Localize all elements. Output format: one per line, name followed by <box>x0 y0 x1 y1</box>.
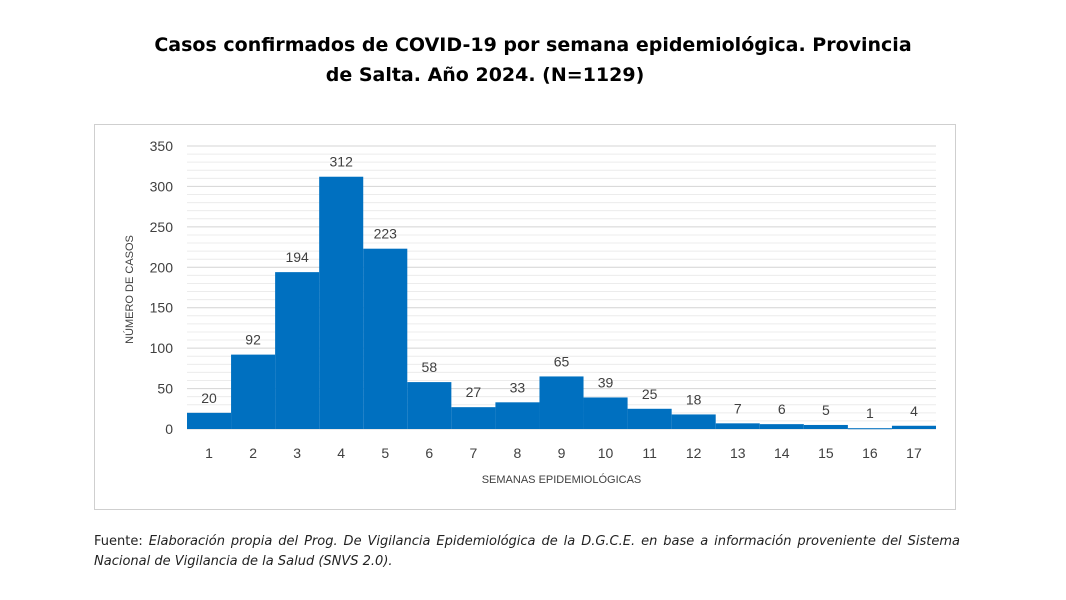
y-tick-label: 350 <box>150 138 174 154</box>
x-tick-label: 17 <box>906 445 922 461</box>
x-tick-label: 12 <box>686 445 702 461</box>
y-tick-label: 0 <box>165 421 173 437</box>
x-tick-label: 16 <box>862 445 878 461</box>
y-tick-label: 50 <box>157 381 173 397</box>
data-label: 33 <box>510 379 526 395</box>
y-axis-label: NÚMERO DE CASOS <box>123 235 136 344</box>
data-label: 7 <box>734 400 742 416</box>
x-tick-label: 11 <box>642 445 657 461</box>
x-tick-label: 4 <box>337 445 345 461</box>
bar-week-6 <box>407 382 452 429</box>
source-lead: Fuente: <box>94 534 149 549</box>
x-tick-labels: 1 2 3 4 5 6 7 8 9 10 11 12 13 14 15 16 17 <box>205 445 922 461</box>
data-label: 25 <box>642 386 658 402</box>
x-tick-label: 8 <box>514 445 522 461</box>
data-label: 39 <box>598 374 614 390</box>
x-tick-label: 14 <box>774 445 790 461</box>
x-tick-label: 13 <box>730 445 746 461</box>
bar-week-16 <box>847 428 892 430</box>
data-label: 27 <box>466 384 482 400</box>
bar-week-14 <box>759 424 804 429</box>
source-note: Fuente: Elaboración propia del Prog. De … <box>94 532 960 572</box>
bar-week-3 <box>275 272 320 429</box>
x-tick-label: 10 <box>598 445 614 461</box>
data-label: 18 <box>686 391 702 407</box>
y-tick-label: 100 <box>150 340 174 356</box>
y-tick-label: 200 <box>150 259 174 275</box>
bar-week-5 <box>363 248 408 429</box>
data-label: 65 <box>554 353 570 369</box>
bar-week-7 <box>451 407 496 429</box>
bar-week-8 <box>495 402 540 429</box>
chart-title-line1: Casos confirmados de COVID-19 por semana… <box>154 34 912 56</box>
data-label: 20 <box>201 390 217 406</box>
data-label: 6 <box>778 401 786 417</box>
x-tick-label: 5 <box>381 445 389 461</box>
y-tick-label: 250 <box>150 219 174 235</box>
data-label: 4 <box>910 403 918 419</box>
x-tick-label: 6 <box>425 445 433 461</box>
source-text: Elaboración propia del Prog. De Vigilanc… <box>94 534 960 569</box>
data-label: 1 <box>866 405 874 421</box>
data-label: 92 <box>245 332 261 348</box>
data-label: 312 <box>330 154 354 170</box>
bar-week-9 <box>539 376 584 429</box>
bar-week-17 <box>891 425 936 429</box>
data-label: 58 <box>422 359 438 375</box>
data-label: 5 <box>822 402 830 418</box>
x-tick-label: 15 <box>818 445 834 461</box>
chart-frame <box>94 124 956 510</box>
bar-week-10 <box>583 397 628 429</box>
x-tick-label: 3 <box>293 445 301 461</box>
x-tick-label: 2 <box>249 445 257 461</box>
chart-title-line2: de Salta. Año 2024. (N=1129) <box>325 64 645 86</box>
bar-week-4 <box>319 176 364 429</box>
bar-week-15 <box>803 424 848 429</box>
data-label: 223 <box>374 226 398 242</box>
bar-week-11 <box>627 408 672 429</box>
bar-week-12 <box>671 414 716 429</box>
bars <box>187 176 936 430</box>
y-tick-labels: 0 50 100 150 200 250 300 350 <box>150 138 174 437</box>
y-tick-label: 300 <box>150 178 174 194</box>
x-tick-label: 9 <box>558 445 566 461</box>
x-tick-label: 7 <box>469 445 477 461</box>
bar-week-13 <box>715 423 760 429</box>
bar-week-1 <box>187 412 232 429</box>
y-tick-label: 150 <box>150 300 174 316</box>
bar-week-2 <box>231 354 276 429</box>
chart-title: Casos confirmados de COVID-19 por semana… <box>0 30 1066 90</box>
x-axis-label: SEMANAS EPIDEMIOLÓGICAS <box>482 473 642 486</box>
x-tick-label: 1 <box>205 445 213 461</box>
data-label: 194 <box>285 249 309 265</box>
